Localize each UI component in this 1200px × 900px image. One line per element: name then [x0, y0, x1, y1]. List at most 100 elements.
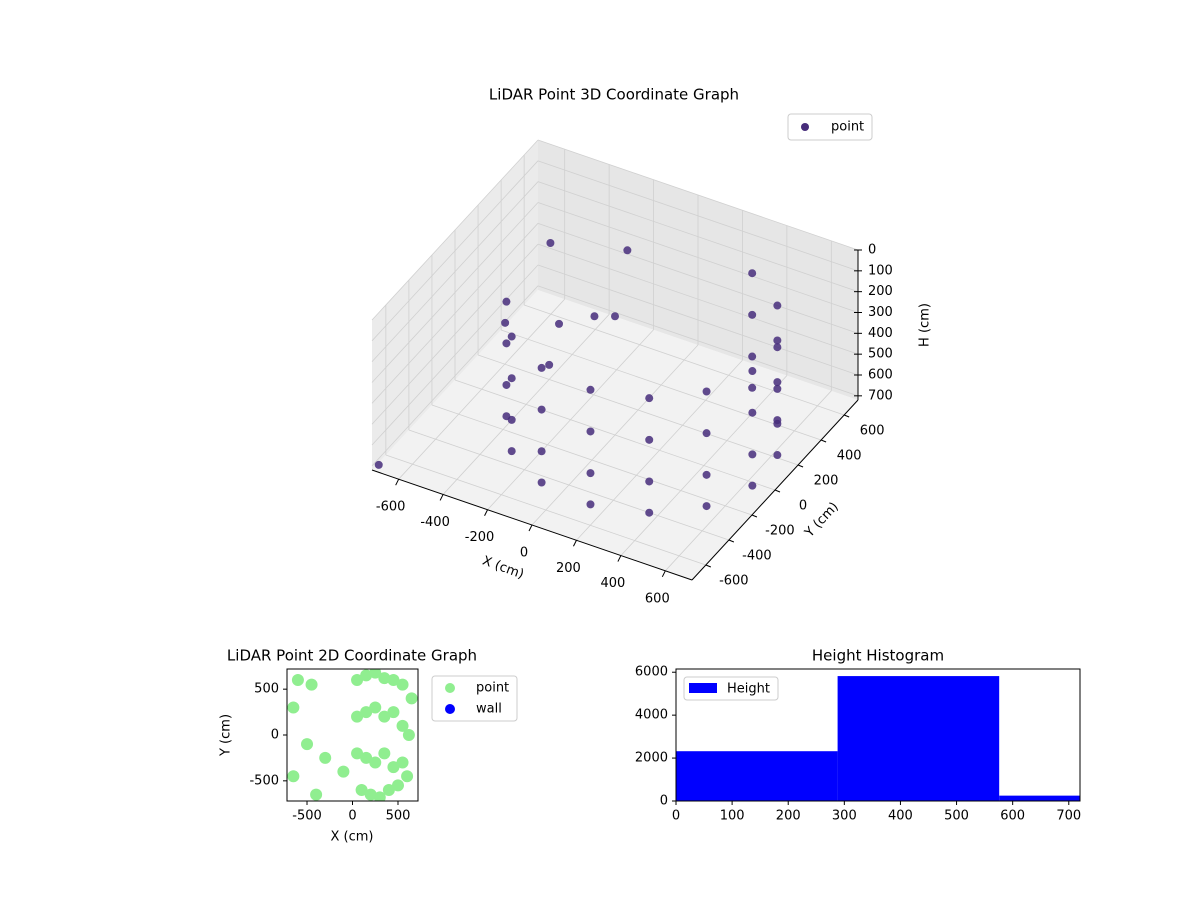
x-tick-label: 400: [600, 576, 625, 591]
bar: [676, 751, 838, 801]
point: [396, 678, 409, 691]
point: [391, 779, 404, 792]
point: [360, 706, 373, 719]
y-tick-label: 600: [860, 424, 885, 439]
legend-marker: [445, 704, 455, 714]
point: [537, 447, 546, 456]
y-tick-label: -500: [249, 773, 279, 788]
point: [369, 756, 382, 769]
point: [773, 343, 782, 352]
x-tick-label: 0: [672, 809, 680, 824]
point: [702, 470, 711, 479]
point: [405, 692, 418, 705]
grid-line: [371, 243, 539, 425]
y-axis-label: Y (cm): [802, 500, 842, 542]
point: [355, 784, 368, 796]
point: [702, 387, 711, 396]
grid-line: [477, 354, 799, 466]
point: [378, 710, 391, 723]
point: [369, 669, 382, 679]
grid-line: [454, 379, 776, 491]
point: [645, 477, 654, 486]
y-tick-label: -200: [765, 524, 795, 539]
chart-title: Height Histogram: [812, 647, 944, 665]
point: [387, 674, 400, 686]
grid-line: [371, 181, 539, 362]
point: [555, 319, 564, 328]
point: [645, 508, 654, 517]
grid-line: [537, 139, 859, 251]
chart-histogram: 0 100 200 300 400 500 600 700 0 2000 4000 6000 Heigh…: [635, 647, 1081, 824]
grid-line: [371, 139, 539, 321]
y-tick-label: 2000: [635, 751, 668, 766]
legend-box: [683, 676, 779, 701]
z-axis-label: H (cm): [918, 303, 933, 347]
legend-marker: [445, 683, 455, 693]
z-tick-label: 600: [868, 368, 893, 383]
point: [387, 706, 400, 719]
point: [374, 460, 383, 469]
z-tick-label: 100: [868, 263, 893, 278]
tick-mark: [751, 514, 758, 518]
point: [351, 747, 364, 760]
y-tick-label: -400: [742, 549, 772, 564]
tick-mark: [820, 439, 827, 443]
grid-line: [537, 202, 859, 313]
y-tick-label: 400: [837, 449, 862, 464]
point: [369, 701, 382, 714]
tick-mark: [705, 564, 712, 568]
legend-label: wall: [476, 702, 502, 717]
chart-3d: -600 -400 -200 0 200 400 600 -600 -400 -200 0 200 40…: [371, 86, 933, 606]
point: [586, 469, 595, 478]
point: [546, 238, 555, 247]
y-tick-label: 4000: [635, 708, 668, 723]
point: [748, 310, 757, 319]
point: [586, 427, 595, 436]
point: [702, 429, 711, 438]
grid-line: [537, 243, 859, 355]
point: [373, 791, 386, 801]
tick-mark: [395, 478, 400, 486]
grid-line: [371, 264, 539, 446]
point: [586, 385, 595, 394]
x-axis-label: X (cm): [331, 830, 374, 845]
grid-line: [537, 264, 859, 376]
grid-line: [537, 181, 859, 293]
point: [337, 765, 350, 778]
plot-area: [676, 676, 1080, 801]
point: [402, 729, 415, 741]
axes-frame: [675, 668, 1081, 802]
point: [310, 788, 323, 801]
grid-line: [385, 454, 706, 566]
point: [773, 451, 782, 460]
legend-label: point: [831, 120, 864, 135]
x-tick-label: -400: [420, 515, 450, 530]
z-tick-label: 500: [868, 347, 893, 362]
point: [502, 339, 511, 348]
x-tick-label: 300: [832, 809, 857, 824]
grid-line: [500, 329, 822, 441]
point: [773, 384, 782, 393]
point: [396, 719, 409, 732]
bar: [837, 676, 1000, 801]
legend-label: Height: [727, 682, 770, 697]
point: [748, 352, 757, 361]
tick-mark: [728, 539, 735, 543]
grid-line: [431, 404, 753, 516]
y-tick-label: 6000: [635, 665, 668, 680]
point: [364, 788, 377, 801]
grid-line: [408, 429, 730, 541]
point: [748, 481, 757, 490]
grid-line: [371, 223, 539, 404]
grid-line: [524, 304, 845, 416]
x-tick-label: 400: [888, 809, 913, 824]
point: [773, 301, 782, 310]
tick-mark: [843, 414, 850, 418]
point: [501, 318, 510, 327]
point: [360, 751, 373, 764]
point: [382, 784, 395, 796]
legend-label: point: [476, 681, 509, 696]
point: [502, 297, 511, 306]
z-tick-label: 200: [868, 284, 893, 299]
